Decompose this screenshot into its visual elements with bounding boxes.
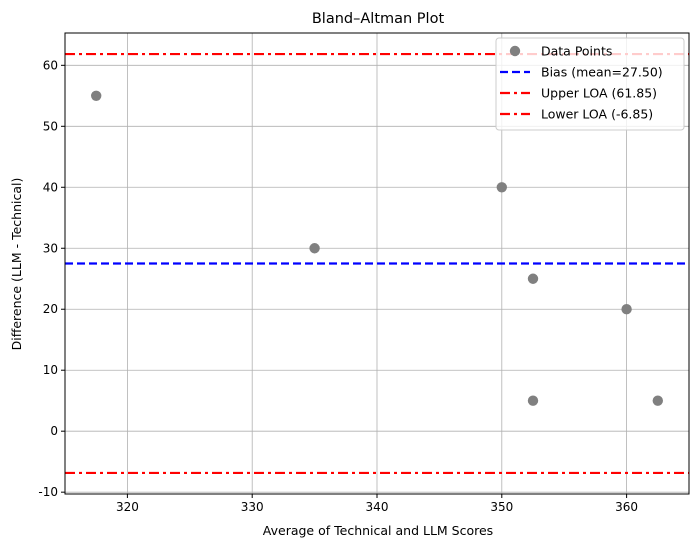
y-tick-label: 50 [43,119,58,133]
legend-label: Bias (mean=27.50) [541,65,663,80]
y-axis-ticks: -10 0 10 20 30 40 50 60 [38,58,65,499]
x-tick-label: 350 [490,500,513,514]
y-tick-label: 40 [43,180,58,194]
y-tick-label: -10 [38,485,58,499]
data-points [91,90,663,406]
x-tick-label: 330 [241,500,264,514]
y-tick-label: 10 [43,363,58,377]
y-tick-label: 30 [43,241,58,255]
y-axis-label: Difference (LLM - Technical) [9,178,24,351]
data-point [652,395,663,406]
y-tick-label: 20 [43,302,58,316]
x-axis-label: Average of Technical and LLM Scores [263,523,493,538]
x-axis-ticks: 320 330 340 350 360 [116,494,638,514]
y-tick-label: 0 [50,424,58,438]
data-point [309,243,320,254]
legend: Data Points Bias (mean=27.50) Upper LOA (6… [495,37,685,131]
legend-label: Lower LOA (-6.85) [541,107,653,122]
chart-title: Bland–Altman Plot [312,11,445,27]
legend-box [495,37,685,131]
data-point [621,304,632,315]
legend-marker [509,45,521,57]
y-tick-label: 60 [43,58,58,72]
legend-label: Upper LOA (61.85) [541,86,657,101]
data-point [527,273,539,284]
x-tick-label: 320 [116,500,139,514]
data-point [496,182,507,193]
legend-label: Data Points [541,44,612,59]
data-point [527,395,539,406]
x-tick-label: 340 [366,500,389,514]
data-point [91,90,102,102]
x-tick-label: 360 [615,500,638,514]
